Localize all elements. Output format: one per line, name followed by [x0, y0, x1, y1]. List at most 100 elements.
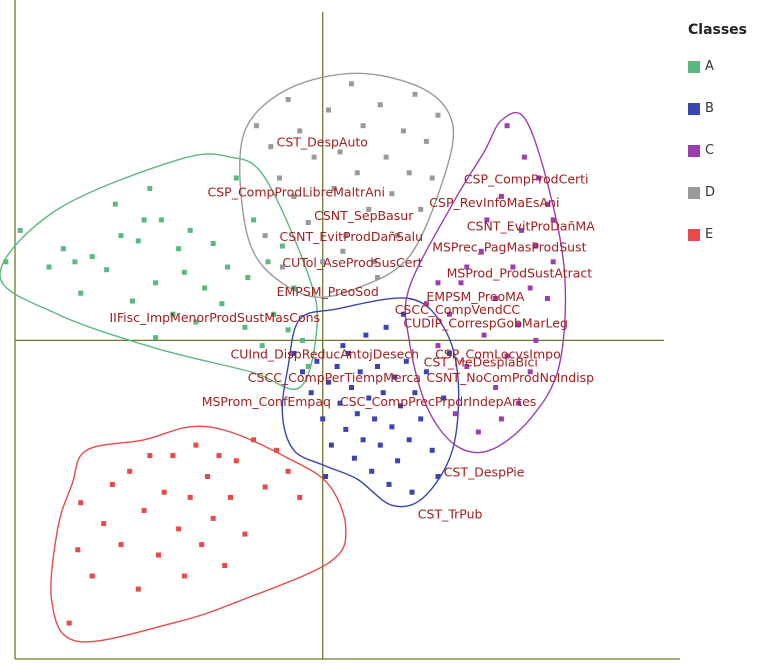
variable-label: CST_DespPie — [444, 465, 525, 480]
point-class-c — [484, 217, 490, 223]
point-class-e — [109, 481, 115, 487]
point-class-d — [291, 193, 297, 199]
point-class-e — [101, 521, 107, 527]
point-class-e — [181, 573, 187, 579]
point-class-b — [328, 442, 334, 448]
point-class-b — [447, 350, 452, 356]
point-class-d — [331, 186, 337, 191]
point-class-e — [216, 453, 222, 459]
point-class-b — [351, 455, 357, 461]
point-class-b — [403, 358, 409, 364]
variable-label: CST_MeDesplaBici — [424, 355, 538, 370]
point-class-c — [536, 175, 542, 181]
point-class-a — [193, 319, 199, 325]
point-class-a — [72, 259, 78, 265]
chart-canvas: CST_DespAuto CSP_CompProdLibreMaltrAni CSN… — [0, 0, 680, 665]
point-class-c — [481, 332, 487, 338]
point-class-d — [297, 128, 303, 134]
point-class-e — [242, 531, 248, 537]
point-class-d — [375, 275, 380, 280]
point-class-e — [176, 526, 182, 532]
point-class-d — [377, 102, 383, 108]
variable-labels: CST_DespAuto CSP_CompProdLibreMaltrAni CSN… — [110, 135, 596, 522]
point-class-c — [435, 343, 441, 349]
point-class-a — [265, 259, 271, 265]
point-class-b — [366, 395, 372, 401]
point-class-b — [383, 324, 389, 330]
point-class-c — [516, 400, 522, 406]
point-class-c — [498, 416, 504, 422]
point-class-d — [423, 138, 429, 144]
hull-class-e — [50, 425, 347, 643]
point-class-c — [550, 217, 556, 223]
point-class-b — [409, 489, 415, 495]
variable-label: CST_TrPub — [418, 506, 483, 521]
point-class-d — [279, 264, 285, 270]
point-class-b — [354, 411, 360, 417]
point-class-c — [493, 385, 499, 390]
point-class-d — [383, 154, 389, 160]
point-class-a — [135, 238, 141, 244]
variable-label: MSProm_ConfEmpaq — [202, 394, 331, 409]
point-class-c — [475, 429, 481, 435]
variable-label: CUDIP_CorrespGobMarLeg — [403, 315, 568, 330]
point-class-e — [297, 494, 303, 500]
point-class-d — [326, 107, 331, 113]
point-class-b — [337, 400, 343, 406]
point-class-d — [305, 220, 311, 225]
point-class-c — [516, 322, 522, 328]
variable-label: MSProd_ProdSustAtract — [447, 266, 593, 281]
point-class-a — [153, 280, 159, 286]
plot-background — [0, 0, 680, 665]
point-class-c — [498, 193, 504, 199]
point-class-c — [533, 243, 539, 249]
point-class-a — [89, 254, 95, 260]
point-class-d — [343, 233, 349, 239]
point-class-b — [441, 395, 447, 401]
point-class-c — [447, 311, 452, 317]
point-class-a — [233, 175, 239, 181]
point-class-e — [156, 552, 161, 558]
point-class-c — [452, 411, 458, 417]
point-class-b — [314, 358, 320, 364]
point-class-b — [418, 416, 424, 422]
point-class-a — [285, 327, 291, 333]
point-class-e — [187, 494, 193, 500]
legend-item-b: B — [688, 98, 762, 119]
point-class-d — [429, 175, 435, 181]
point-class-b — [406, 437, 412, 443]
legend-item-d: D — [688, 182, 762, 203]
variable-label: CUInd_DispReducAntojDesech — [231, 347, 420, 362]
point-class-a — [78, 290, 84, 296]
point-class-e — [135, 586, 141, 592]
point-class-e — [205, 474, 210, 479]
legend-label: C — [705, 143, 715, 158]
variable-label: MSPrec_PagMasProdSust — [432, 239, 586, 254]
point-class-c — [435, 280, 441, 286]
point-class-a — [291, 285, 297, 291]
point-class-c — [464, 364, 470, 369]
point-class-c — [504, 353, 510, 359]
point-class-d — [418, 206, 424, 212]
point-class-d — [354, 170, 360, 176]
point-class-a — [46, 264, 52, 270]
point-class-e — [147, 453, 153, 459]
point-class-b — [340, 343, 346, 349]
point-class-a — [176, 246, 182, 252]
point-class-e — [210, 515, 216, 521]
point-class-d — [366, 206, 372, 212]
point-class-e — [118, 542, 124, 548]
point-class-a — [17, 227, 23, 233]
point-class-a — [141, 217, 147, 223]
point-class-b — [369, 468, 375, 474]
point-class-a — [271, 311, 277, 317]
point-class-a — [118, 233, 124, 239]
point-class-e — [233, 458, 239, 464]
point-class-b — [423, 369, 429, 375]
point-class-e — [78, 500, 84, 506]
point-class-b — [300, 369, 305, 375]
hull-class-b — [281, 297, 460, 508]
variable-label: IIFisc_ImpMenorProdSustMasCons — [110, 310, 321, 325]
point-class-a — [170, 311, 176, 317]
legend-label: A — [705, 59, 714, 74]
